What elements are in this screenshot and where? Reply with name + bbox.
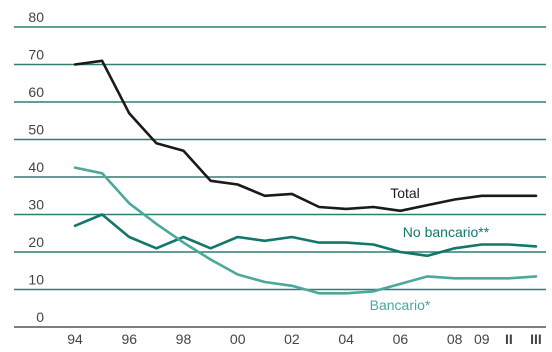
- y-tick-label: 30: [28, 197, 44, 213]
- series-label-no-bancario: No bancario**: [403, 224, 490, 240]
- x-tick-label: 04: [338, 331, 354, 347]
- x-tick-label: 06: [393, 331, 409, 347]
- x-tick-label: 09: [474, 331, 490, 347]
- x-tick-label: 98: [176, 331, 192, 347]
- x-tick-label: 08: [447, 331, 463, 347]
- y-tick-label: 50: [28, 122, 44, 138]
- series-label-bancario: Bancario*: [370, 297, 431, 313]
- y-tick-label: 0: [36, 309, 44, 325]
- x-axis-tick-labels: 94 96 98 00 02 04 06 08 09 II III: [67, 331, 542, 347]
- series-line-total: [73, 59, 538, 213]
- series-layer: [73, 59, 538, 295]
- x-tick-label: III: [530, 331, 542, 347]
- x-tick-label: 00: [230, 331, 246, 347]
- series-label-total: Total: [390, 185, 420, 201]
- grid-layer: [14, 26, 546, 328]
- y-tick-label: 70: [28, 47, 44, 63]
- x-tick-label: 94: [67, 331, 83, 347]
- y-tick-label: 60: [28, 84, 44, 100]
- series-line-bancario: [73, 166, 538, 295]
- y-tick-label: 10: [28, 272, 44, 288]
- y-tick-label: 20: [28, 234, 44, 250]
- series-labels: Total No bancario** Bancario*: [370, 185, 490, 313]
- y-tick-label: 40: [28, 159, 44, 175]
- series-line-no-bancario: [73, 213, 538, 258]
- y-tick-label: 80: [28, 9, 44, 25]
- y-axis-tick-labels: 0 10 20 30 40 50 60 70 80: [28, 9, 44, 325]
- x-tick-label: II: [505, 331, 513, 347]
- x-tick-label: 96: [121, 331, 137, 347]
- x-tick-label: 02: [284, 331, 300, 347]
